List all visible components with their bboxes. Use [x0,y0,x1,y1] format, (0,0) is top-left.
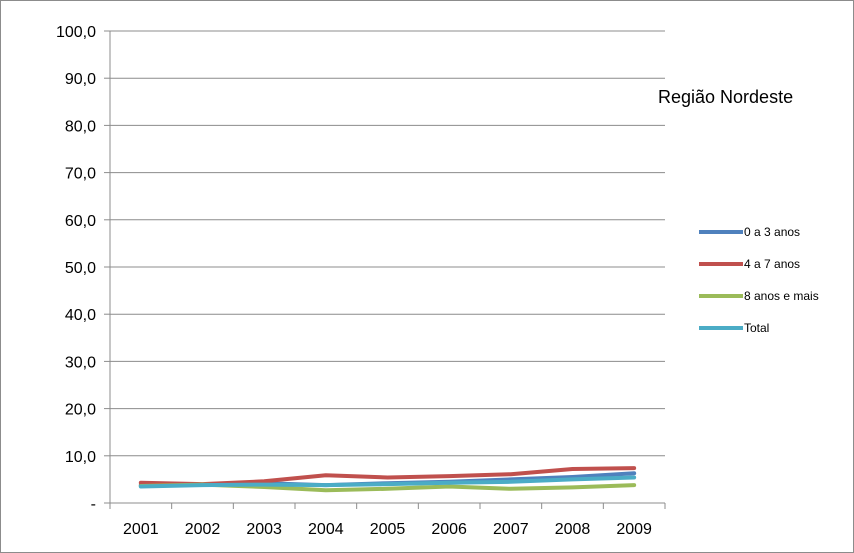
y-tick-label: 60,0 [65,213,96,230]
y-tick-label: 20,0 [65,402,96,419]
x-tick-label: 2008 [555,521,591,538]
x-tick-label: 2005 [370,521,406,538]
x-tick-label: 2002 [185,521,221,538]
x-tick-label: 2004 [308,521,344,538]
y-axis-ticks: - 10,0 20,0 30,0 40,0 50,0 60,0 70,0 80,0 90,0 100… [56,24,110,513]
x-tick-label: 2001 [123,521,159,538]
y-tick-label: 50,0 [65,260,96,277]
y-tick-label: 30,0 [65,354,96,371]
y-tick-label: 80,0 [65,118,96,135]
y-tick-label: 70,0 [65,166,96,183]
y-tick-label: - [91,496,96,513]
y-tick-label: 90,0 [65,71,96,88]
region-annotation: Região Nordeste [658,87,793,107]
series-line-total [138,475,637,489]
series-lines [138,466,637,493]
y-tick-label: 100,0 [56,24,96,41]
legend-label-4-a-7-anos: 4 a 7 anos [744,257,800,271]
x-tick-label: 2007 [493,521,529,538]
y-tick-label: 40,0 [65,307,96,324]
legend-label-0-a-3-anos: 0 a 3 anos [744,225,800,239]
grid-lines [110,30,665,457]
x-axis-ticks: 2001 2002 2003 2004 2005 2006 2007 2008 2009 [109,503,666,538]
legend-label-8-anos-e-mais: 8 anos e mais [744,289,819,303]
x-tick-label: 2003 [246,521,282,538]
x-tick-label: 2006 [431,521,467,538]
legend: 0 a 3 anos 4 a 7 anos 8 anos e mais Total [699,225,819,335]
legend-label-total: Total [744,321,769,335]
x-tick-label: 2009 [616,521,652,538]
y-tick-label: 10,0 [65,449,96,466]
